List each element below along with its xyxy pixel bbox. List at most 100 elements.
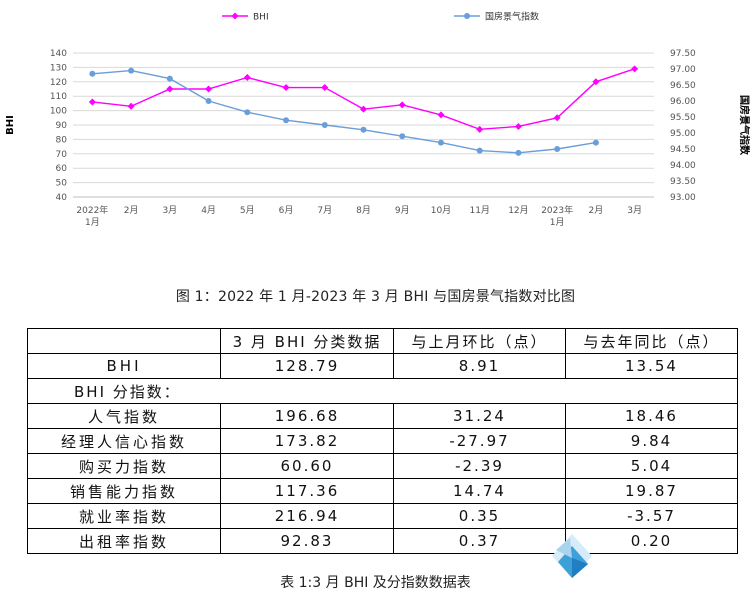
row-label: 销售能力指数: [27, 478, 221, 504]
data-point: [88, 98, 96, 106]
table-cell: -2.39: [393, 453, 566, 479]
bhi-comparison-chart: 40 50 60 70 80 90 100 110 120 130 140 93.00 93.50 94.…: [5, 11, 751, 229]
data-point: [128, 67, 135, 74]
x-tick-label: 3月: [162, 205, 177, 216]
data-point: [243, 73, 251, 81]
left-tick-label: 70: [56, 150, 68, 160]
x-tick-label: 2月: [589, 205, 604, 216]
right-tick-label: 93.00: [670, 193, 696, 203]
table-row-bhi: BHI 128.79 8.91 13.54: [27, 353, 738, 379]
table-cell: 31.24: [393, 403, 566, 429]
table-row: 销售能力指数 117.36 14.74 19.87: [27, 478, 738, 504]
row-label: 经理人信心指数: [27, 428, 221, 454]
series-line: [92, 69, 597, 154]
left-tick-label: 130: [50, 63, 67, 73]
x-tick-label: 2022年 1月: [76, 204, 108, 228]
data-point: [554, 146, 561, 152]
left-tick-label: 120: [50, 78, 67, 88]
table-caption: 表 1:3 月 BHI 及分指数数据表: [280, 575, 471, 591]
table-row: 经理人信心指数 173.82 -27.97 9.84: [27, 428, 738, 454]
x-tick-label: 9月: [395, 205, 410, 216]
section-label: BHI 分指数：: [27, 378, 738, 404]
table-row: 就业率指数 216.94 0.35 -3.57: [27, 503, 738, 529]
table-cell: -3.57: [565, 503, 738, 529]
row-label: 出租率指数: [27, 528, 221, 554]
table-header-cell: 3 月 BHI 分类数据: [220, 328, 394, 354]
table-cell: 196.68: [220, 403, 394, 429]
data-point: [399, 133, 406, 140]
table-cell: 13.54: [565, 353, 738, 379]
data-point: [515, 149, 522, 156]
data-point: [631, 65, 639, 73]
x-tick-label: 11月: [469, 205, 489, 216]
table-cell: 128.79: [220, 353, 394, 379]
right-tick-label: 94.50: [670, 145, 696, 155]
data-point: [437, 139, 444, 146]
table-cell: 8.91: [393, 353, 566, 379]
data-point: [514, 122, 522, 130]
data-point: [592, 139, 599, 146]
table-cell: 18.46: [565, 403, 738, 429]
data-point: [166, 75, 173, 82]
right-axis-title: 国房景气指数: [738, 95, 751, 156]
data-point: [360, 105, 367, 113]
left-tick-label: 140: [50, 49, 67, 59]
row-label: 购买力指数: [27, 453, 221, 479]
x-tick-label: 3月: [627, 205, 642, 216]
legend-label: 国房景气指数: [485, 11, 539, 23]
figure-caption: 图 1：2022 年 1 月-2023 年 3 月 BHI 与国房景气指数对比图: [175, 289, 576, 305]
x-tick-label: 8月: [356, 205, 371, 216]
table-header-row: 3 月 BHI 分类数据 与上月环比（点） 与去年同比（点）: [27, 328, 738, 354]
data-point: [205, 98, 212, 104]
data-point: [476, 147, 483, 154]
table-cell: 173.82: [220, 428, 394, 454]
x-tick-label: 6月: [279, 205, 294, 216]
data-point: [166, 85, 174, 93]
table-section-row: BHI 分指数：: [27, 378, 738, 404]
table-cell: 117.36: [220, 478, 394, 504]
data-point: [437, 111, 445, 119]
data-point: [283, 117, 290, 124]
table-cell: 14.74: [393, 478, 566, 504]
right-tick-label: 97.00: [670, 65, 696, 75]
data-point: [321, 122, 328, 128]
table-row: 购买力指数 60.60 -2.39 5.04: [27, 453, 738, 479]
legend-marker: [464, 13, 470, 19]
table-row: 人气指数 196.68 31.24 18.46: [27, 403, 738, 429]
bhi-data-table: 3 月 BHI 分类数据 与上月环比（点） 与去年同比（点） BHI 128.7…: [27, 328, 738, 554]
right-tick-label: 95.00: [670, 129, 696, 139]
data-point: [476, 125, 484, 133]
right-tick-label: 97.50: [670, 49, 696, 59]
row-label: 人气指数: [27, 403, 221, 429]
table-cell: 5.04: [565, 453, 738, 479]
table-cell: 19.87: [565, 478, 738, 504]
left-tick-label: 90: [56, 121, 68, 131]
table-header-cell: 与去年同比（点）: [565, 328, 738, 354]
table-header-cell: [27, 328, 221, 354]
legend-marker: [231, 12, 239, 20]
table-cell: 0.35: [393, 503, 566, 529]
left-tick-label: 60: [56, 164, 68, 174]
data-point: [127, 102, 135, 110]
table-row: 出租率指数 92.83 0.37 0.20: [27, 528, 738, 554]
legend-label: BHI: [253, 13, 269, 23]
table-cell: 0.37: [393, 528, 566, 554]
right-tick-label: 96.50: [670, 81, 696, 91]
data-point: [360, 126, 367, 133]
table-cell: -27.97: [393, 428, 566, 454]
x-tick-label: 10月: [431, 205, 451, 216]
data-point: [244, 109, 251, 116]
left-tick-label: 100: [50, 107, 67, 117]
data-point: [89, 70, 96, 77]
data-point: [592, 78, 600, 86]
data-point: [321, 84, 329, 92]
left-tick-label: 110: [50, 92, 67, 102]
data-point: [205, 85, 213, 93]
right-tick-label: 96.00: [670, 97, 696, 107]
right-tick-label: 95.50: [670, 113, 696, 123]
right-tick-label: 94.00: [670, 161, 696, 171]
table-cell: 216.94: [220, 503, 394, 529]
data-point: [398, 101, 406, 109]
left-tick-label: 50: [56, 179, 68, 189]
x-tick-label: 12月: [508, 205, 528, 216]
